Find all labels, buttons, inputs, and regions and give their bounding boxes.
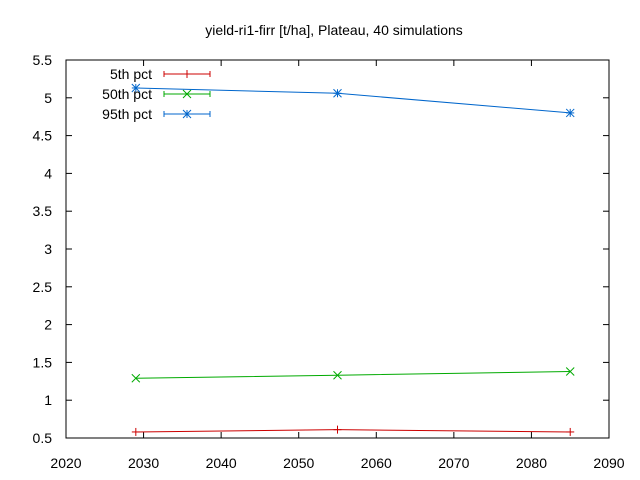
chart-title: yield-ri1-firr [t/ha], Plateau, 40 simul… xyxy=(205,22,463,38)
y-tick-label: 4.5 xyxy=(33,128,53,144)
legend-label-50th-pct: 50th pct xyxy=(102,86,152,102)
y-tick-label: 5.5 xyxy=(33,52,53,68)
x-tick-label: 2070 xyxy=(438,455,469,471)
series-point-50th-pct xyxy=(131,373,141,383)
series-point-50th-pct xyxy=(333,370,342,380)
legend-marker-50th-pct xyxy=(182,89,192,99)
legend-label-95th-pct: 95th pct xyxy=(102,106,152,122)
y-tick-label: 1 xyxy=(44,392,52,408)
series-point-95th-pct xyxy=(333,88,342,98)
x-tick-label: 2060 xyxy=(361,455,392,471)
legend: 5th pct 50th pct 95th pct xyxy=(102,66,211,122)
legend-label-5th-pct: 5th pct xyxy=(110,66,152,82)
series-point-5th-pct xyxy=(131,427,140,436)
series-point-5th-pct xyxy=(333,425,342,434)
x-tick-label: 2040 xyxy=(206,455,237,471)
y-tick-label: 2 xyxy=(44,317,52,333)
series-point-50th-pct xyxy=(565,367,575,376)
x-tick-label: 2080 xyxy=(516,455,547,471)
y-tick-label: 3 xyxy=(44,241,52,257)
x-tick-label: 2090 xyxy=(593,455,624,471)
y-tick-label: 4 xyxy=(44,165,52,181)
series-line-95th-pct xyxy=(135,87,571,114)
legend-marker-95th-pct xyxy=(182,109,192,119)
y-tick-label: 2.5 xyxy=(33,279,53,295)
x-tick-label: 2030 xyxy=(128,455,159,471)
x-tick-label: 2050 xyxy=(283,455,314,471)
y-tick-label: 3.5 xyxy=(33,203,53,219)
axes: 2020 2030 2040 2050 2060 2070 2080 2090 0.5 1 1.5 2… xyxy=(33,52,625,471)
y-tick-label: 0.5 xyxy=(33,430,53,446)
series-point-5th-pct xyxy=(566,427,575,436)
series-point-95th-pct xyxy=(565,108,575,118)
x-tick-label: 2020 xyxy=(50,455,81,471)
series-layer xyxy=(131,83,575,436)
y-tick-label: 1.5 xyxy=(33,354,53,370)
series-point-95th-pct xyxy=(131,83,141,93)
legend-marker-5th-pct xyxy=(183,70,191,78)
y-tick-label: 5 xyxy=(44,90,52,106)
series-line-5th-pct xyxy=(135,429,571,433)
series-line-50th-pct xyxy=(135,370,571,379)
